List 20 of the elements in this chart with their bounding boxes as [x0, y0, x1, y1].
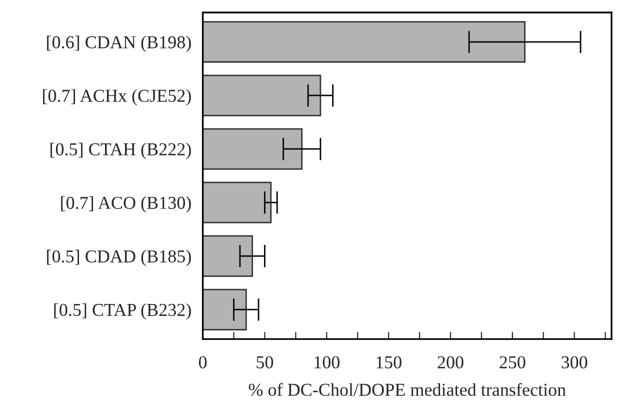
- bar: [202, 182, 272, 224]
- y-tick-label: [0.7] ACO (B130): [61, 196, 191, 213]
- x-tick-label: 0: [198, 356, 207, 368]
- x-tick-label: 150: [376, 356, 402, 368]
- y-tick-label: [0.6] CDAN (B198): [47, 36, 191, 52]
- x-tick-label: 300: [562, 356, 588, 368]
- x-tick-label: 50: [256, 356, 274, 368]
- bar: [202, 128, 303, 170]
- y-tick-label: [0.5] CDAD (B185): [47, 250, 191, 266]
- bar: [202, 235, 254, 277]
- y-tick-label: [0.5] CTAH (B222): [50, 142, 191, 160]
- x-axis-title: % of DC-Chol/DOPE mediated transfection: [248, 383, 566, 396]
- x-tick-label: 200: [438, 356, 464, 368]
- bar: [202, 21, 526, 63]
- y-tick-label: [0.7] ACHx (CJE52): [43, 89, 191, 106]
- bar: [202, 288, 247, 330]
- y-tick-label: [0.5] CTAP (B232): [54, 303, 191, 320]
- bar: [202, 74, 322, 116]
- x-tick-label: 250: [500, 356, 526, 368]
- x-tick-label: 100: [314, 356, 340, 368]
